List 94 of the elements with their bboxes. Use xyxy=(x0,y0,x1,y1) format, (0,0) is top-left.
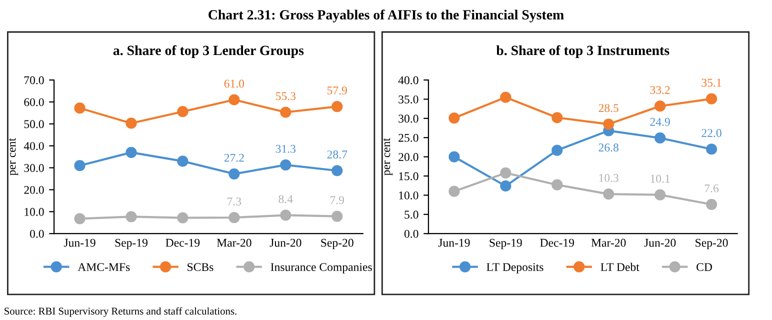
point xyxy=(706,144,718,155)
point xyxy=(603,188,614,200)
y-tick-label: 0.0 xyxy=(30,230,44,238)
point xyxy=(280,106,292,118)
legend-label: CD xyxy=(696,263,712,272)
x-tick-label: Jun-20 xyxy=(270,238,302,247)
x-tick-label: Sep-19 xyxy=(490,238,522,250)
point xyxy=(654,189,666,200)
data-label: 10.3 xyxy=(599,174,618,182)
data-label: 22.0 xyxy=(702,129,722,138)
caption: Chart 2.31: Gross Payables of AIFIs to the Financial System xyxy=(208,10,564,22)
point xyxy=(280,210,292,221)
y-tick-label: 60.0 xyxy=(24,98,44,106)
point xyxy=(552,179,563,190)
data-label: 8.4 xyxy=(278,195,293,204)
x-tick-label: Sep-20 xyxy=(696,238,728,250)
data-label: 26.8 xyxy=(598,144,618,152)
y-tick-label: 40.0 xyxy=(398,76,418,84)
point xyxy=(126,118,137,129)
y-tick-label: 35.0 xyxy=(398,95,418,104)
y-tick-label: 70.0 xyxy=(24,76,44,84)
legend-label: SCBs xyxy=(188,263,214,272)
y-tick-label: 25.0 xyxy=(398,134,418,142)
point xyxy=(500,180,512,192)
y-tick-label: 10.0 xyxy=(24,208,44,216)
point xyxy=(332,100,343,112)
data-label: 10.1 xyxy=(650,174,670,183)
legend-label: Insurance Companies xyxy=(270,263,372,274)
x-tick-label: Sep-19 xyxy=(115,238,148,250)
data-label: 7.6 xyxy=(704,184,719,192)
data-label: 33.2 xyxy=(650,86,670,94)
x-tick-label: Dec-19 xyxy=(166,238,200,247)
point xyxy=(177,106,188,118)
x-tick-label: Dec-19 xyxy=(540,238,574,247)
point xyxy=(706,198,718,210)
point xyxy=(177,212,188,224)
x-tick-label: Sep-20 xyxy=(321,238,354,250)
data-label: 61.0 xyxy=(224,80,244,88)
point xyxy=(706,93,718,104)
point xyxy=(654,100,666,112)
x-tick-label: Mar-20 xyxy=(591,238,626,247)
point xyxy=(448,112,460,124)
point xyxy=(500,167,512,178)
data-label: 28.7 xyxy=(327,150,348,159)
point xyxy=(126,146,137,158)
data-label: 7.3 xyxy=(228,198,242,206)
legend-label: LT Deposits xyxy=(486,263,544,274)
data-label: 24.9 xyxy=(650,118,670,126)
point xyxy=(228,212,240,224)
point xyxy=(74,160,86,172)
point xyxy=(177,156,188,167)
y-tick-label: 15.0 xyxy=(399,172,418,180)
point xyxy=(332,165,343,176)
y-axis-title: per cent xyxy=(8,138,18,176)
chart-title: b. Share of top 3 Instruments xyxy=(496,45,670,58)
y-tick-label: 5.0 xyxy=(404,210,418,219)
point xyxy=(228,168,240,180)
y-tick-label: 0.0 xyxy=(404,230,418,238)
x-tick-label: Mar-20 xyxy=(216,238,252,247)
x-tick-label: Jun-20 xyxy=(644,238,676,247)
point xyxy=(332,210,343,222)
point xyxy=(228,94,240,106)
point xyxy=(552,112,563,124)
y-tick-label: 30.0 xyxy=(24,164,44,172)
data-label: 35.1 xyxy=(702,78,722,87)
point xyxy=(448,151,460,162)
data-label: 7.9 xyxy=(330,196,344,204)
y-axis-title: per cent xyxy=(383,138,393,176)
x-tick-label: Jun-19 xyxy=(438,238,470,247)
x-tick-label: Jun-19 xyxy=(64,238,96,247)
data-label: 27.2 xyxy=(224,154,244,162)
point xyxy=(603,118,614,130)
legend-label: LT Debt xyxy=(600,262,640,272)
point xyxy=(74,213,86,224)
y-tick-label: 10.0 xyxy=(399,191,418,200)
point xyxy=(126,211,137,222)
data-label: 31.3 xyxy=(276,144,296,153)
chart-title: a. Share of top 3 Lender Groups xyxy=(113,45,304,58)
data-label: 57.9 xyxy=(327,86,347,94)
y-tick-label: 50.0 xyxy=(24,120,44,128)
y-tick-label: 40.0 xyxy=(24,142,44,150)
point xyxy=(74,102,86,114)
point xyxy=(552,144,563,156)
legend-label: AMC-MFs xyxy=(78,263,130,272)
point xyxy=(280,159,292,170)
y-tick-label: 30.0 xyxy=(398,114,418,123)
point xyxy=(654,132,666,144)
source-note: Source: RBI Supervisory Returns and staff calculations. xyxy=(4,307,236,317)
data-label: 55.3 xyxy=(276,92,296,100)
data-label: 28.5 xyxy=(598,104,618,112)
point xyxy=(500,92,512,103)
y-tick-label: 20.0 xyxy=(24,186,44,194)
y-tick-label: 20.0 xyxy=(398,153,418,162)
point xyxy=(448,186,460,197)
